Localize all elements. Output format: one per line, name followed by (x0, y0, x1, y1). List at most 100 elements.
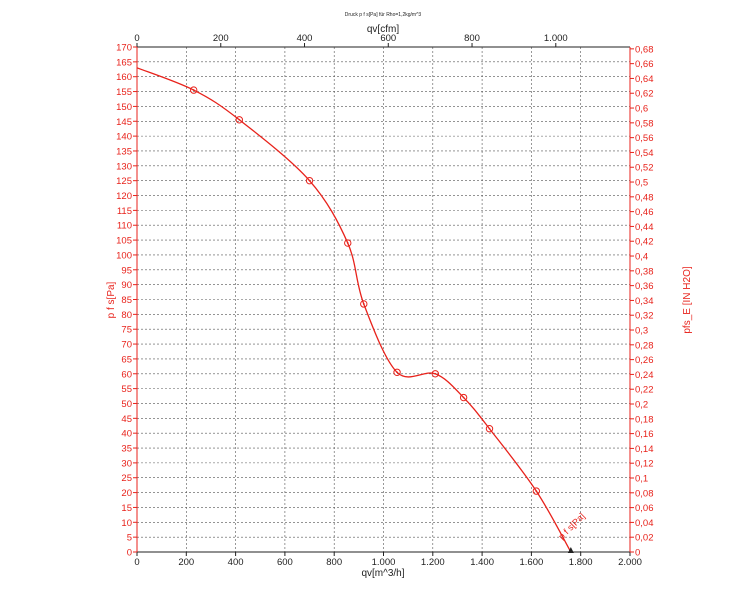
x2-tick-label: 0 (134, 33, 139, 44)
x-tick-label: 1.600 (520, 557, 544, 568)
y2-tick-label: 0,08 (635, 488, 654, 499)
y-tick-label: 165 (116, 57, 132, 68)
y-tick-label: 140 (116, 132, 132, 143)
data-point (360, 300, 368, 308)
data-point-center (238, 118, 241, 121)
data-point (532, 487, 541, 495)
x-tick-label: 1.800 (569, 557, 593, 568)
y-tick-label: 60 (121, 369, 132, 380)
y2-tick-label: 0,22 (635, 385, 654, 396)
y2-tick-label: 0,1 (635, 474, 648, 485)
y-tick-label: 65 (121, 354, 132, 365)
y-tick-label: 150 (116, 102, 132, 113)
y2-tick-label: 0,28 (635, 340, 654, 351)
x2-tick-label: 600 (380, 33, 396, 44)
y-tick-label: 105 (116, 236, 132, 247)
data-point-center (535, 490, 538, 493)
y-tick-label: 20 (121, 488, 132, 499)
y2-tick-label: 0,64 (635, 74, 654, 85)
y2-tick-label: 0,36 (635, 281, 654, 292)
y2-tick-label: 0,3 (635, 326, 648, 337)
y-tick-label: 10 (121, 518, 132, 529)
y-tick-label: 15 (121, 503, 132, 514)
x-tick-label: 800 (326, 557, 342, 568)
y2-tick-label: 0,66 (635, 59, 654, 70)
y-axis-label: p f s[Pa] (106, 281, 117, 318)
y2-tick-label: 0,14 (635, 444, 654, 455)
data-point-center (396, 371, 398, 374)
y-tick-label: 80 (121, 310, 132, 321)
y2-tick-label: 0,38 (635, 266, 654, 277)
y2-tick-label: 0,42 (635, 237, 654, 248)
y2-tick-label: 0,12 (635, 459, 654, 470)
y-tick-label: 130 (116, 161, 132, 172)
y-tick-label: 125 (116, 176, 132, 187)
y-tick-label: 85 (121, 295, 132, 306)
x-axis-label: qv[m^3/h] (361, 568, 404, 579)
y-tick-label: 110 (117, 221, 132, 232)
data-point-center (308, 179, 311, 182)
x2-tick-label: 800 (464, 33, 480, 44)
data-point (393, 368, 401, 376)
y-tick-label: 0 (127, 548, 132, 559)
chart-title: Druck p f s[Pa] für Rho=1,2kg/m^3 (345, 12, 422, 18)
y2-tick-label: 0,46 (635, 207, 654, 218)
data-point-center (192, 89, 195, 91)
data-point (459, 393, 468, 402)
x-tick-label: 1.200 (421, 557, 445, 568)
y2-tick-label: 0,32 (635, 311, 654, 322)
y2-tick-label: 0,6 (635, 104, 648, 115)
y2-tick-label: 0,16 (635, 429, 654, 440)
curve-end-marker (567, 547, 574, 553)
data-point (189, 86, 198, 94)
y-tick-label: 115 (117, 206, 132, 217)
y-tick-label: 55 (121, 384, 132, 395)
y2-tick-label: 0,44 (635, 222, 654, 233)
y-tick-label: 70 (121, 340, 132, 351)
y2-tick-label: 0,52 (635, 163, 654, 174)
x2-tick-label: 1.000 (544, 33, 568, 44)
y2-axis-label: pfs_E [IN H2O] (682, 266, 693, 333)
x-tick-label: 200 (178, 557, 194, 568)
y-tick-label: 155 (116, 87, 132, 98)
data-point-center (488, 427, 491, 430)
x2-tick-label: 400 (297, 33, 313, 44)
y2-tick-label: 0,4 (635, 252, 648, 263)
y-tick-label: 45 (121, 414, 132, 425)
y-tick-label: 100 (116, 250, 132, 261)
data-point-center (434, 372, 437, 375)
y2-tick-label: 0,48 (635, 192, 654, 203)
y-tick-label: 160 (116, 72, 132, 83)
x-tick-label: 400 (228, 557, 244, 568)
y-tick-label: 5 (127, 533, 132, 544)
y2-tick-label: 0,26 (635, 355, 654, 366)
y2-tick-label: 0,2 (635, 400, 648, 411)
data-point-center (462, 396, 465, 399)
y2-tick-label: 0,04 (635, 518, 654, 529)
y-tick-label: 135 (116, 146, 132, 157)
x-tick-label: 0 (134, 557, 139, 568)
x-tick-label: 1.400 (470, 557, 494, 568)
y-tick-label: 35 (121, 444, 132, 455)
y-tick-label: 145 (116, 117, 132, 128)
y-tick-label: 50 (121, 399, 132, 410)
y-tick-label: 40 (121, 429, 132, 440)
data-point-center (346, 242, 349, 244)
y2-tick-label: 0,68 (635, 44, 654, 55)
y-tick-label: 30 (121, 458, 132, 469)
y2-tick-label: 0,02 (635, 533, 654, 544)
y-tick-label: 170 (116, 43, 132, 54)
x-tick-label: 2.000 (618, 557, 642, 568)
x-tick-label: 1.000 (372, 557, 396, 568)
y2-tick-label: 0,18 (635, 414, 654, 425)
x-tick-label: 600 (277, 557, 293, 568)
data-point (305, 176, 314, 185)
data-point-center (362, 303, 365, 305)
y2-tick-label: 0,24 (635, 370, 654, 381)
y-tick-label: 95 (121, 265, 132, 276)
data-point (431, 370, 439, 378)
data-point (485, 425, 494, 433)
y-tick-label: 90 (121, 280, 132, 291)
y2-tick-label: 0 (635, 548, 640, 559)
